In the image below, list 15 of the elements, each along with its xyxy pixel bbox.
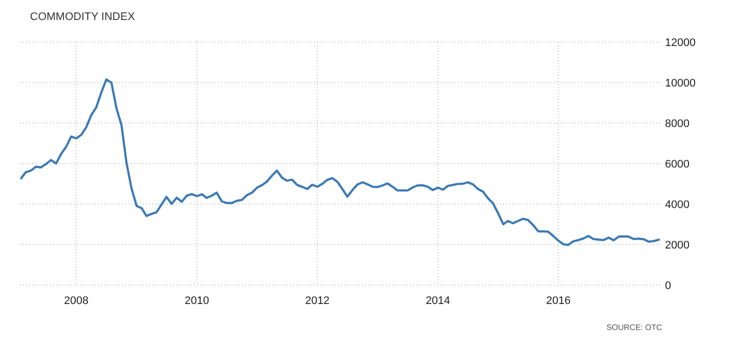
chart-title: COMMODITY INDEX: [30, 11, 136, 23]
source-note: SOURCE: OTC: [606, 323, 662, 332]
x-tick-label: 2008: [64, 295, 89, 307]
y-tick-label: 12000: [665, 37, 696, 49]
x-tick-label: 2012: [305, 295, 330, 307]
y-tick-label: 8000: [665, 118, 690, 130]
x-tick-label: 2016: [546, 295, 571, 307]
y-tick-label: 6000: [665, 158, 690, 170]
y-tick-label: 0: [665, 280, 672, 292]
y-tick-label: 4000: [665, 199, 690, 211]
x-tick-label: 2014: [426, 295, 450, 307]
y-tick-label: 10000: [665, 78, 696, 90]
x-tick-label: 2010: [184, 295, 210, 307]
line-series: [20, 78, 660, 246]
y-tick-label: 2000: [665, 240, 690, 252]
